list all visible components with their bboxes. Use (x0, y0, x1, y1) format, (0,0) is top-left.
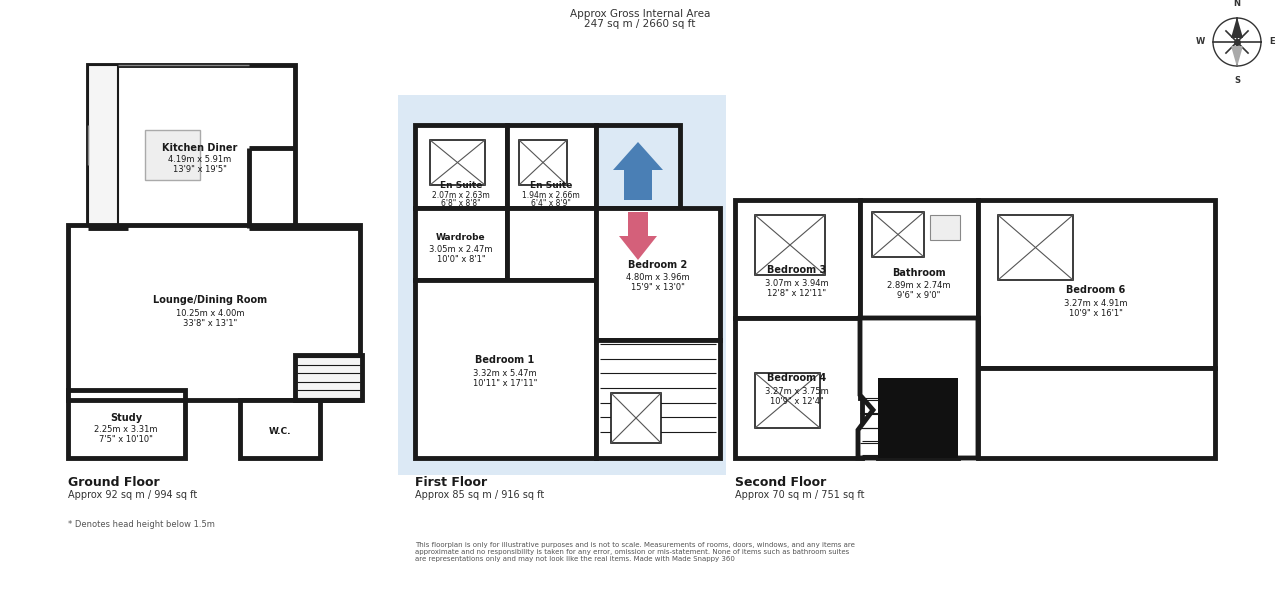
Bar (860, 318, 978, 398)
Text: N: N (1234, 0, 1240, 8)
Text: 15'9" x 13'0": 15'9" x 13'0" (631, 283, 685, 293)
Text: 1.94m x 2.66m: 1.94m x 2.66m (522, 190, 580, 200)
Text: 6'4" x 8'9": 6'4" x 8'9" (531, 200, 571, 209)
Text: Kitchen Diner: Kitchen Diner (163, 143, 238, 153)
Text: 7'5" x 10'10": 7'5" x 10'10" (99, 435, 152, 445)
Text: Wardrobe: Wardrobe (436, 233, 486, 243)
Text: 13'9" x 19'5": 13'9" x 19'5" (173, 166, 227, 174)
Text: 247 sq m / 2660 sq ft: 247 sq m / 2660 sq ft (584, 19, 696, 29)
Bar (241, 400, 320, 458)
Text: 33'8" x 13'1": 33'8" x 13'1" (183, 319, 237, 327)
Polygon shape (1231, 46, 1243, 67)
Text: Bedroom 2: Bedroom 2 (628, 260, 687, 270)
Text: En Suite: En Suite (530, 180, 572, 190)
Text: 4.19m x 5.91m: 4.19m x 5.91m (169, 155, 232, 164)
Bar (735, 318, 861, 458)
Text: 10'0" x 8'1": 10'0" x 8'1" (436, 256, 485, 264)
FancyArrow shape (613, 142, 663, 200)
Text: 6'8" x 8'8": 6'8" x 8'8" (442, 200, 481, 209)
FancyArrow shape (620, 212, 657, 260)
Bar (596, 208, 719, 340)
Bar (398, 95, 726, 475)
Bar (878, 378, 957, 458)
Text: 9'6" x 9'0": 9'6" x 9'0" (897, 290, 941, 299)
Text: Approx Gross Internal Area: Approx Gross Internal Area (570, 9, 710, 19)
Text: W.C.: W.C. (269, 428, 292, 436)
Bar (88, 65, 294, 228)
Bar (430, 140, 485, 185)
Bar (931, 215, 960, 240)
Bar (611, 393, 660, 443)
Bar (415, 280, 596, 458)
Text: 3.27m x 4.91m: 3.27m x 4.91m (1064, 299, 1128, 307)
Text: W: W (1196, 38, 1204, 47)
Text: Lounge/Dining Room: Lounge/Dining Room (152, 295, 268, 305)
Polygon shape (858, 318, 978, 458)
Text: En Suite: En Suite (440, 180, 483, 190)
Text: 3.32m x 5.47m: 3.32m x 5.47m (474, 369, 536, 379)
Bar (596, 340, 719, 458)
Text: 3.07m x 3.94m: 3.07m x 3.94m (765, 279, 829, 287)
Bar (68, 390, 186, 458)
Text: ESTATE AGENTS: ESTATE AGENTS (443, 356, 667, 380)
Text: 2.25m x 3.31m: 2.25m x 3.31m (95, 425, 157, 435)
Text: Study: Study (110, 413, 142, 423)
Text: HONEYWELL: HONEYWELL (429, 318, 681, 352)
Text: 10'11" x 17'11": 10'11" x 17'11" (472, 379, 538, 389)
Text: E: E (1268, 38, 1275, 47)
Bar (88, 65, 118, 228)
Bar (518, 140, 567, 185)
Bar (507, 208, 596, 280)
Text: Approx 92 sq m / 994 sq ft: Approx 92 sq m / 994 sq ft (68, 490, 197, 500)
Text: 3.27m x 3.75m: 3.27m x 3.75m (765, 386, 829, 395)
Text: 2.07m x 2.63m: 2.07m x 2.63m (433, 190, 490, 200)
Text: Approx 70 sq m / 751 sq ft: Approx 70 sq m / 751 sq ft (735, 490, 864, 500)
Text: Second Floor: Second Floor (735, 476, 827, 489)
Bar (755, 373, 820, 428)
Text: 3.05m x 2.47m: 3.05m x 2.47m (429, 246, 493, 254)
Bar (145, 130, 200, 180)
Text: 10'9" x 16'1": 10'9" x 16'1" (1069, 309, 1123, 317)
Bar (415, 125, 507, 208)
Text: 10'9" x 12'4": 10'9" x 12'4" (771, 396, 824, 405)
Text: Approx 85 sq m / 916 sq ft: Approx 85 sq m / 916 sq ft (415, 490, 544, 500)
Bar (978, 368, 1215, 458)
Bar (755, 215, 826, 275)
Text: 12'8" x 12'11": 12'8" x 12'11" (768, 289, 827, 297)
Text: Bedroom 4: Bedroom 4 (768, 373, 827, 383)
Bar (507, 125, 596, 208)
Text: Bathroom: Bathroom (892, 268, 946, 278)
Text: First Floor: First Floor (415, 476, 488, 489)
Text: 2.89m x 2.74m: 2.89m x 2.74m (887, 280, 951, 290)
Text: Bedroom 6: Bedroom 6 (1066, 285, 1125, 295)
Text: S: S (1234, 76, 1240, 85)
Bar (878, 378, 957, 458)
Text: 10.25m x 4.00m: 10.25m x 4.00m (175, 309, 244, 317)
Bar (998, 215, 1073, 280)
Bar (978, 200, 1215, 368)
Bar (596, 125, 680, 208)
Bar (294, 355, 362, 400)
Bar (735, 200, 860, 318)
Bar (860, 200, 978, 318)
Bar (415, 208, 507, 280)
Bar (68, 225, 360, 400)
Text: Bedroom 1: Bedroom 1 (475, 355, 535, 365)
Bar (872, 212, 924, 257)
Text: * Denotes head height below 1.5m: * Denotes head height below 1.5m (68, 520, 215, 529)
Text: 4.80m x 3.96m: 4.80m x 3.96m (626, 273, 690, 283)
Text: Bedroom 3: Bedroom 3 (768, 265, 827, 275)
Text: Ground Floor: Ground Floor (68, 476, 160, 489)
Text: This floorplan is only for illustrative purposes and is not to scale. Measuremen: This floorplan is only for illustrative … (415, 542, 855, 562)
Polygon shape (1231, 17, 1243, 38)
